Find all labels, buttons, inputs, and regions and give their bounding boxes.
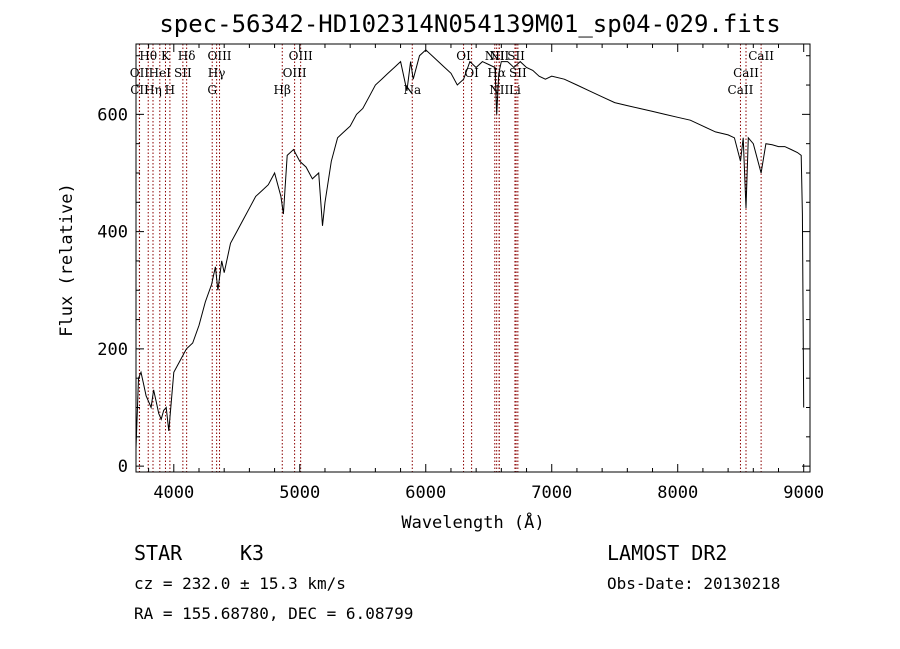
object-subclass: K3	[240, 541, 264, 565]
x-tick-label-1: 5000	[279, 483, 320, 503]
line-label-21: Hα	[487, 66, 506, 80]
x-axis-ticks: 4000 5000 6000 7000 8000 9000	[148, 44, 824, 503]
line-label-27: CaII	[728, 83, 754, 97]
spectral-line-markers	[138, 44, 762, 472]
line-label-6: Hδ	[178, 49, 196, 63]
line-label-12: OIII	[289, 49, 313, 63]
line-label-23: NII	[489, 83, 509, 97]
line-label-26: CaII	[733, 66, 759, 80]
y-tick-label-3: 600	[97, 105, 128, 125]
line-label-24: Li	[509, 83, 521, 97]
line-label-9: OIII	[207, 49, 231, 63]
redshift-readout: cz = 232.0 ± 15.3 km/s	[134, 574, 346, 593]
x-tick-label-5: 9000	[783, 483, 824, 503]
x-axis-label: Wavelength (Å)	[401, 511, 544, 533]
observation-date: Obs-Date: 20130218	[607, 574, 780, 593]
x-tick-label-0: 4000	[153, 483, 194, 503]
line-label-1: OII	[130, 66, 150, 80]
line-label-11: G	[207, 83, 217, 97]
y-tick-label-2: 400	[97, 223, 128, 243]
line-label-19: NII	[489, 49, 509, 63]
x-tick-label-3: 7000	[531, 483, 572, 503]
chart-title: spec-56342-HD102314N054139M01_sp04-029.f…	[159, 10, 780, 38]
line-label-8: H	[165, 83, 175, 97]
object-class: STAR	[134, 541, 183, 565]
line-label-10: Hγ	[208, 66, 226, 80]
y-tick-label-1: 200	[97, 340, 128, 360]
coordinates-readout: RA = 155.68780, DEC = 6.08799	[134, 604, 413, 623]
line-label-22: SII	[509, 66, 527, 80]
y-axis-ticks: 0 200 400 600	[97, 55, 810, 477]
line-label-14: Hβ	[274, 83, 291, 97]
line-label-25: CaII	[748, 49, 774, 63]
survey-name: LAMOST DR2	[607, 541, 727, 565]
line-label-18: NII	[485, 49, 505, 63]
y-tick-label-0: 0	[118, 457, 128, 477]
line-label-5: Hη	[144, 83, 162, 97]
x-tick-label-2: 6000	[405, 483, 446, 503]
spectrum-line	[135, 49, 805, 449]
plot-frame	[135, 43, 811, 473]
line-label-7: SII	[174, 66, 192, 80]
line-label-0: Hθ	[139, 49, 157, 63]
x-tick-label-4: 8000	[657, 483, 698, 503]
line-label-16: OI	[456, 49, 471, 63]
line-label-4: HeI	[149, 66, 172, 80]
line-label-3: K	[161, 49, 171, 63]
line-label-17: OI	[464, 66, 479, 80]
line-label-20: SII	[507, 49, 525, 63]
line-label-2: CII	[130, 83, 149, 97]
y-axis-label: Flux (relative)	[57, 183, 77, 337]
line-label-13: OIII	[283, 66, 307, 80]
